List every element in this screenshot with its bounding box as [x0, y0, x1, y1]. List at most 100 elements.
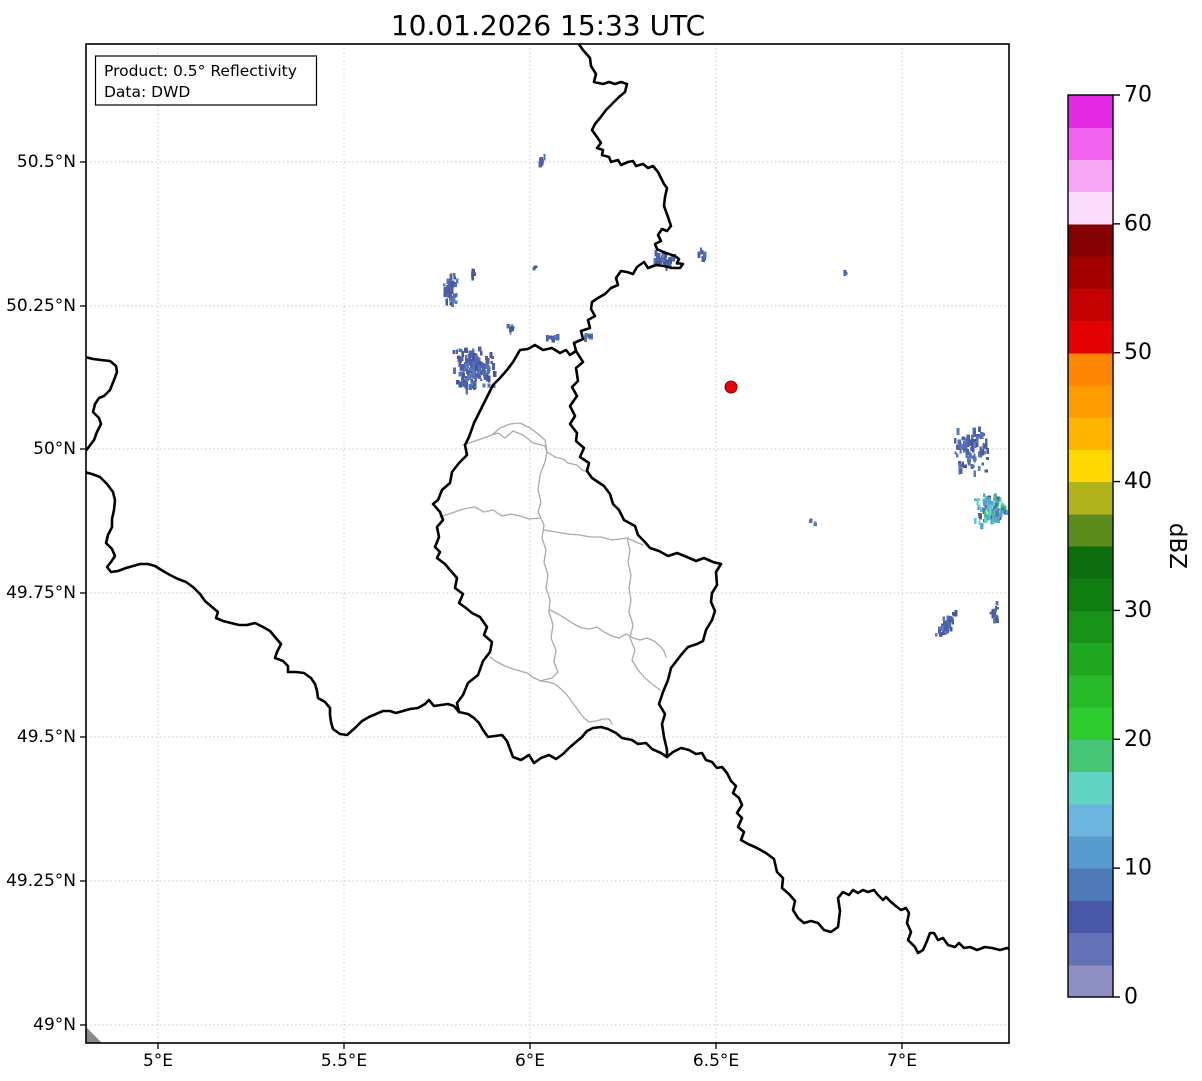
colorbar-segment: [1068, 320, 1113, 354]
radar-echo-pixel: [583, 335, 588, 342]
data-source-line: Data: DWD: [104, 83, 190, 101]
radar-echo-pixel: [461, 372, 465, 380]
radar-echo-pixel: [545, 335, 549, 342]
radar-echo-pixel: [487, 375, 491, 383]
radar-echo-pixel: [1003, 509, 1007, 515]
colorbar-segment: [1068, 868, 1113, 901]
radar-echo-pixel: [451, 280, 454, 288]
radar-echo-pixel: [963, 445, 966, 453]
radar-echo-pixel: [485, 372, 489, 379]
radar-echo-pixel: [975, 438, 979, 444]
radar-echo-pixel: [999, 497, 1002, 502]
radar-echo-pixel: [996, 607, 1000, 610]
colorbar-tick-label: 40: [1124, 469, 1152, 494]
radar-echo-pixel: [658, 257, 662, 262]
radar-echo-pixel: [484, 355, 488, 361]
radar-echo-pixel: [983, 511, 987, 517]
radar-echo-pixel: [466, 368, 469, 374]
radar-echo-pixel: [482, 370, 485, 375]
colorbar-segment: [1068, 707, 1113, 740]
radar-echo-pixel: [471, 352, 476, 360]
colorbar-tick-label: 30: [1124, 598, 1152, 623]
radar-echo-pixel: [989, 611, 992, 615]
radar-echo-pixel: [447, 291, 451, 298]
radar-echo-pixel: [995, 499, 998, 504]
radar-echo-pixel: [995, 510, 999, 517]
radar-echo-pixel: [978, 520, 981, 525]
radar-echo-pixel: [484, 376, 488, 380]
radar-echo-pixel: [489, 351, 493, 358]
radar-echo-pixel: [479, 378, 483, 382]
radar-echo-pixel: [445, 289, 448, 295]
radar-echo-pixel: [532, 267, 536, 270]
colorbar-tick-label: 50: [1124, 340, 1152, 365]
radar-echo-pixel: [462, 368, 465, 376]
radar-echo-pixel: [447, 281, 451, 288]
radar-echo-pixel: [993, 493, 997, 499]
radar-echo-pixel: [458, 356, 462, 363]
radar-echo-pixel: [461, 377, 464, 384]
radar-echo-cluster-echo-n: [973, 493, 1008, 530]
axes-frame-layer: 5°E 5.5°E 6°E 6.5°E 7°E 50.5°N 50.25°N 50°N 49.7…: [6, 43, 1010, 1071]
radar-echo-pixel: [967, 456, 971, 463]
radar-echo-pixel: [458, 361, 461, 367]
radar-echo-pixel: [973, 456, 976, 463]
radar-echo-pixel: [985, 457, 990, 461]
radar-echo-pixel: [465, 358, 468, 363]
radar-echo-pixel: [452, 293, 456, 298]
radar-echo-pixel: [665, 265, 668, 271]
colorbar-segment: [1068, 256, 1113, 289]
radar-echo-pixel: [449, 298, 452, 302]
radar-echo-pixel: [452, 349, 455, 355]
radar-echo-pixel: [470, 380, 474, 386]
radar-echo-pixel: [970, 438, 973, 446]
radar-echo-pixel: [463, 347, 468, 353]
colorbar-segment: [1068, 127, 1113, 161]
radar-echo-pixel: [986, 448, 989, 454]
colorbar-segment: [1068, 352, 1113, 386]
radar-echo-pixel: [994, 508, 998, 512]
radar-echo-pixel: [843, 270, 847, 273]
radar-echo-pixel: [976, 435, 980, 439]
radar-echo-pixel: [954, 439, 957, 444]
radar-echo-pixel: [485, 378, 489, 382]
colorbar-segment: [1068, 642, 1113, 676]
radar-echo-pixel: [946, 615, 950, 620]
radar-echo-pixel: [974, 517, 977, 524]
radar-echo-pixel: [980, 507, 983, 512]
y-tick-label: 50°N: [33, 439, 76, 459]
radar-echo-pixel: [467, 354, 472, 357]
gridlines-layer: [86, 44, 1009, 1043]
colorbar-segment: [1068, 513, 1113, 547]
radar-echo-pixel: [487, 383, 491, 388]
radar-echo-pixel: [445, 298, 448, 306]
canton-boundary: [626, 537, 661, 691]
radar-echo-pixel: [970, 463, 974, 469]
radar-echo-pixel: [466, 361, 469, 369]
radar-echo-pixel: [446, 278, 450, 283]
radar-echo-pixel: [984, 438, 988, 445]
radar-echo-pixel: [468, 360, 472, 364]
radar-echo-pixel: [653, 257, 657, 265]
colorbar-axis-label: dBZ: [1164, 523, 1190, 569]
radar-echo-pixel: [664, 255, 667, 262]
radar-echo-pixel: [668, 261, 672, 269]
radar-echo-pixel: [449, 301, 453, 306]
radar-echo-pixel: [472, 357, 476, 361]
colorbar-segment: [1068, 932, 1113, 966]
radar-echo-pixel: [979, 447, 982, 455]
product-info-box: Product: 0.5° Reflectivity Data: DWD: [94, 55, 318, 106]
canton-boundary: [491, 422, 548, 453]
colorbar-segment: [1068, 739, 1113, 773]
radar-echo-pixel: [668, 257, 671, 261]
x-tick-label: 5°E: [143, 1051, 173, 1071]
radar-echo-pixel: [965, 449, 969, 454]
radar-echo-pixel: [471, 268, 474, 274]
radar-echo-pixel: [953, 437, 957, 441]
radar-echo-pixel: [457, 358, 460, 362]
radar-echo-cluster-echo-p: [989, 601, 1000, 624]
radar-echo-pixel: [451, 295, 455, 301]
radar-echo-pixel: [980, 522, 984, 529]
radar-echo-cluster-echo-g: [843, 270, 848, 276]
